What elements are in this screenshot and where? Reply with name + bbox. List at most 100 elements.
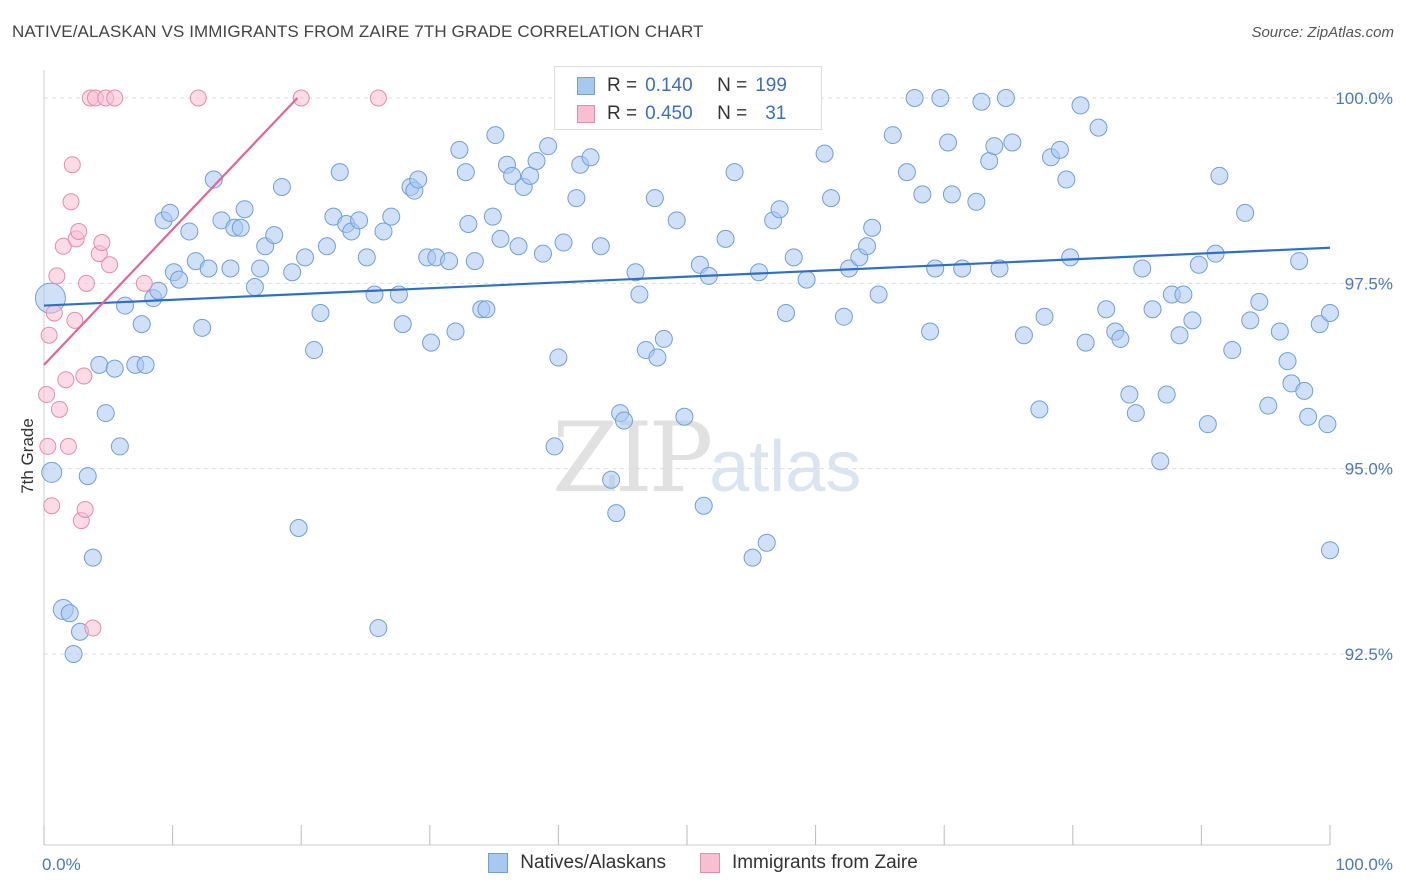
data-point-natives (350, 211, 369, 230)
data-point-natives (607, 504, 626, 523)
data-point-natives (296, 248, 315, 267)
data-point-natives (440, 252, 459, 271)
data-point-natives (716, 229, 735, 248)
data-point-natives (1290, 252, 1309, 271)
data-point-natives (921, 322, 940, 341)
data-point-natives (132, 315, 151, 334)
data-point-natives (1310, 315, 1329, 334)
data-point-natives (675, 407, 694, 426)
data-point-natives (905, 89, 924, 107)
legend-item-natives: Natives/Alaskans (488, 852, 666, 874)
data-point-natives (539, 137, 558, 156)
data-point-natives (509, 237, 528, 256)
data-point-natives (972, 92, 991, 111)
data-point-natives (1126, 404, 1145, 423)
data-point-natives (1198, 415, 1217, 434)
data-point-natives (289, 518, 308, 537)
data-point-natives (815, 144, 834, 163)
data-point-natives (1189, 255, 1208, 274)
data-point-natives (614, 411, 633, 430)
data-point-natives (1030, 400, 1049, 419)
data-point-natives (869, 285, 888, 304)
data-point-natives (1014, 326, 1033, 345)
legend-swatch-pink (577, 105, 595, 123)
data-point-natives (1270, 322, 1289, 341)
data-point-natives (161, 203, 180, 222)
data-point-natives (1143, 300, 1162, 319)
data-point-natives (897, 163, 916, 182)
data-point-natives (667, 211, 686, 230)
data-point-natives (863, 218, 882, 237)
data-point-natives (1157, 385, 1176, 404)
data-point-natives (149, 281, 168, 300)
data-point-natives (1174, 285, 1193, 304)
data-point-natives (265, 226, 284, 245)
data-point-natives (477, 300, 496, 319)
chart-title: NATIVE/ALASKAN VS IMMIGRANTS FROM ZAIRE … (12, 22, 704, 41)
data-point-natives (422, 333, 441, 352)
data-point-natives (533, 244, 552, 263)
data-point-zaire (50, 400, 68, 418)
gridlines (44, 97, 1395, 655)
data-point-natives (374, 222, 393, 241)
data-point-natives (317, 237, 336, 256)
y-tick-label: 92.5% (1345, 645, 1393, 664)
data-point-natives (136, 355, 155, 374)
data-point-natives (602, 470, 621, 489)
data-point-natives (369, 619, 388, 638)
data-point-zaire (292, 89, 310, 107)
data-point-natives (939, 133, 958, 152)
data-point-natives (110, 437, 129, 456)
data-point-natives (858, 237, 877, 256)
legend-label-zaire: Immigrants from Zaire (731, 852, 918, 873)
data-point-zaire (77, 274, 95, 292)
y-tick-label: 97.5% (1345, 274, 1393, 293)
data-point-natives (1278, 352, 1297, 371)
data-point-natives (235, 200, 254, 219)
data-point-natives (483, 207, 502, 226)
trend-line-zaire (43, 97, 299, 366)
data-point-natives (1097, 300, 1116, 319)
data-point-natives (883, 126, 902, 145)
trend-line-natives (43, 246, 1331, 307)
data-point-natives (630, 285, 649, 304)
stats-legend-row-natives: R = 0.140 N = 199 (577, 72, 787, 100)
series-immigrants-zaire (38, 89, 387, 637)
data-point-zaire (63, 156, 81, 174)
data-point-natives (231, 218, 250, 237)
data-point-natives (1321, 303, 1339, 322)
data-point-natives (199, 259, 218, 278)
data-point-natives (567, 189, 586, 208)
data-point-natives (450, 140, 469, 159)
data-point-natives (221, 259, 240, 278)
data-point-natives (1295, 381, 1314, 400)
data-point-natives (757, 533, 776, 552)
legend-r-label: R = (607, 103, 638, 124)
data-point-zaire (62, 193, 80, 211)
data-point-natives (1299, 407, 1318, 426)
data-point-natives (78, 467, 97, 486)
data-point-natives (926, 259, 945, 278)
data-point-natives (545, 437, 564, 456)
data-point-natives (743, 548, 762, 567)
data-point-natives (1035, 307, 1054, 326)
bottom-legend: Natives/Alaskans Immigrants from Zaire (0, 852, 1406, 874)
data-point-natives (521, 166, 540, 185)
data-point-natives (1183, 311, 1202, 330)
data-point-natives (491, 229, 510, 248)
data-point-natives (459, 215, 478, 234)
data-point-natives (527, 152, 546, 171)
data-point-natives (245, 278, 264, 297)
data-point-natives (357, 248, 376, 267)
data-point-natives (967, 192, 986, 211)
data-point-natives (1050, 140, 1069, 159)
data-point-natives (330, 163, 349, 182)
data-point-natives (694, 496, 713, 515)
data-point-natives (180, 222, 199, 241)
data-point-zaire (369, 89, 387, 107)
data-point-natives (311, 303, 330, 322)
data-point-zaire (70, 222, 88, 240)
data-point-natives (581, 148, 600, 167)
data-point-zaire (135, 274, 153, 292)
data-point-zaire (106, 89, 124, 107)
